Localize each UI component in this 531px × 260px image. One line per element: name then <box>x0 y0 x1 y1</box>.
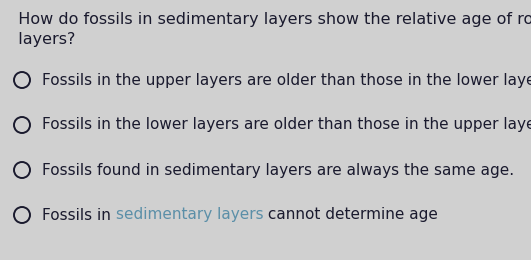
Text: sedimentary layers: sedimentary layers <box>116 207 263 223</box>
Text: Fossils in the lower layers are older than those in the upper layers.: Fossils in the lower layers are older th… <box>42 118 531 133</box>
Text: How do fossils in sedimentary layers show the relative age of rock: How do fossils in sedimentary layers sho… <box>8 12 531 27</box>
Text: Fossils in the upper layers are older than those in the lower layers.: Fossils in the upper layers are older th… <box>42 73 531 88</box>
Text: Fossils found in sedimentary layers are always the same age.: Fossils found in sedimentary layers are … <box>42 162 514 178</box>
Text: layers?: layers? <box>8 32 75 47</box>
Text: Fossils in: Fossils in <box>42 207 116 223</box>
Text: cannot determine age: cannot determine age <box>263 207 438 223</box>
